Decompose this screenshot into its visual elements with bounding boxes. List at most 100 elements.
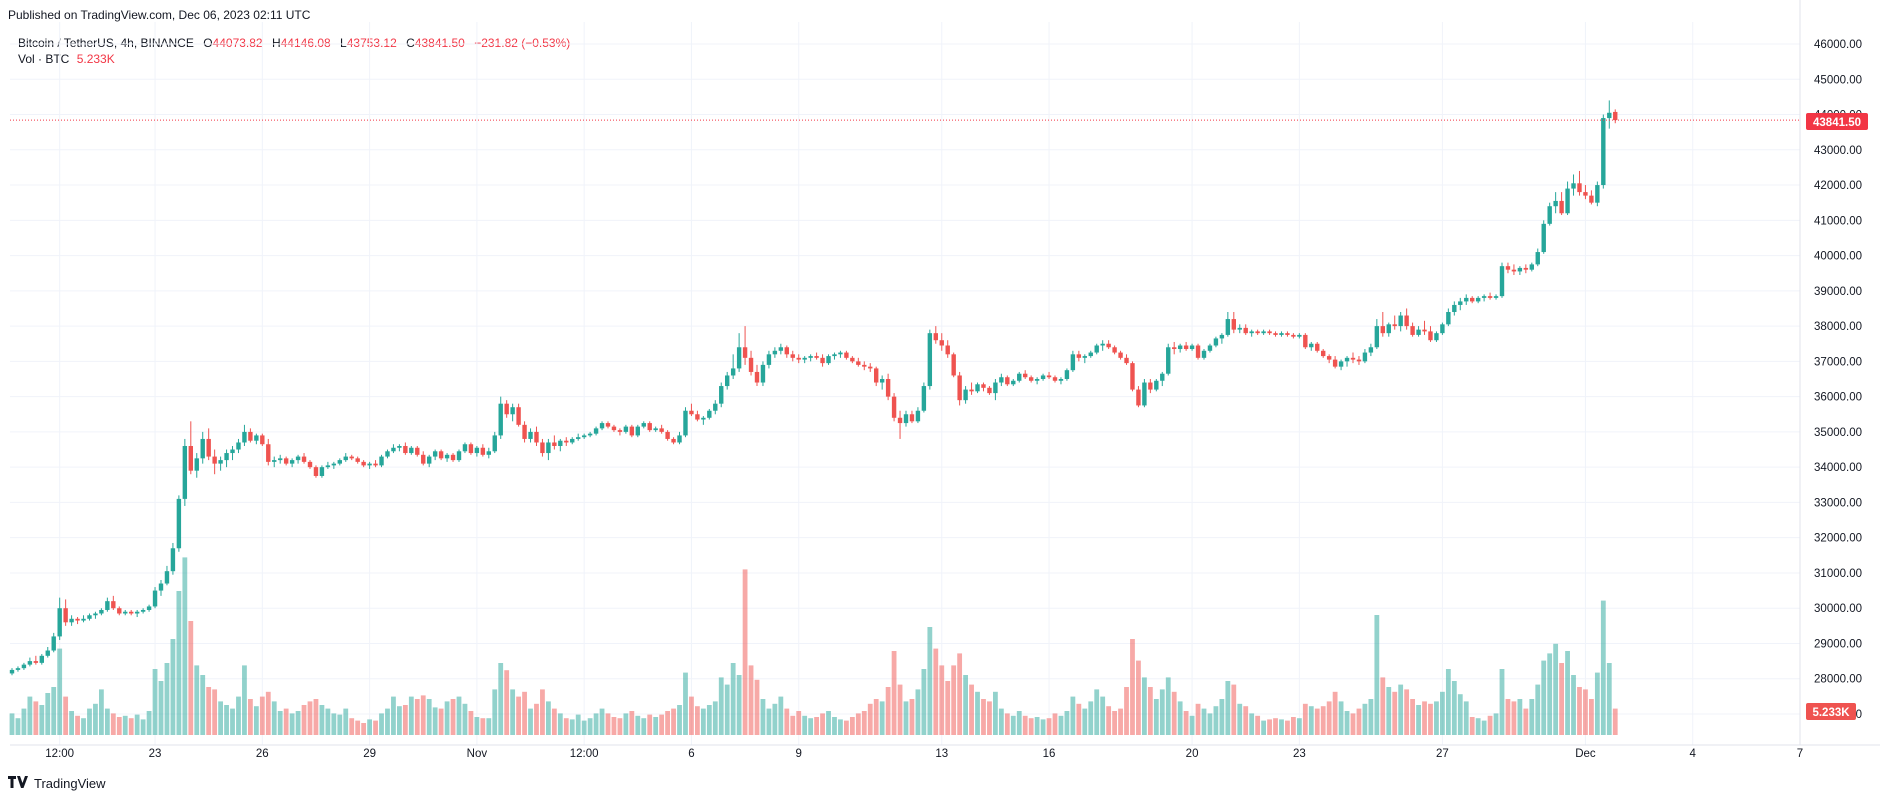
volume-bar — [194, 665, 200, 735]
volume-bar — [1201, 708, 1207, 735]
candle-body — [748, 357, 754, 372]
volume-bar — [861, 711, 867, 735]
high-value: 44146.08 — [280, 36, 331, 50]
last-price-badge-bg — [1806, 113, 1868, 130]
candle-body — [1422, 329, 1427, 332]
candle-body — [1475, 297, 1481, 302]
volume-bar — [444, 701, 450, 735]
volume-bar — [998, 708, 1004, 735]
x-tick-label: 23 — [149, 748, 162, 760]
candle-body — [152, 590, 158, 607]
y-tick-label: 43000.00 — [1814, 145, 1862, 157]
candle-body — [570, 438, 575, 443]
volume-bar — [689, 696, 694, 735]
volume-bar — [51, 687, 57, 735]
volume-bar — [534, 703, 539, 735]
volume-bar — [230, 708, 235, 735]
y-tick-label: 28000.00 — [1814, 674, 1862, 686]
volume-bar — [1559, 663, 1564, 735]
candle-body — [1553, 200, 1558, 207]
volume-bar — [987, 701, 992, 735]
candle-body — [1493, 296, 1499, 298]
candle-body — [379, 456, 384, 466]
candle-body — [75, 618, 80, 621]
candle-body — [1195, 345, 1201, 358]
candle-body — [81, 618, 86, 621]
price-axis: 46000.0045000.0044000.0043000.0042000.00… — [1814, 39, 1862, 721]
volume-bar — [647, 714, 653, 735]
volume-bar — [1505, 699, 1511, 735]
candle-body — [1303, 334, 1308, 348]
close-label: C — [406, 36, 415, 50]
candle-body — [1583, 192, 1588, 196]
candle-body — [707, 410, 712, 418]
candle-body — [1589, 195, 1594, 203]
open-label: O — [203, 36, 213, 50]
volume-bar — [712, 701, 718, 735]
candlesticks — [9, 100, 1618, 676]
volume-bar — [1410, 699, 1415, 735]
candle-body — [105, 601, 110, 610]
volume-bar — [796, 711, 802, 735]
candle-body — [93, 613, 98, 616]
volume-bar — [99, 689, 104, 735]
volume-bar — [563, 718, 569, 735]
candle-body — [87, 615, 92, 619]
volume-bar — [832, 717, 837, 735]
candle-body — [1207, 345, 1213, 351]
candle-body — [278, 458, 283, 461]
volume-bar — [361, 723, 367, 735]
volume-bar — [605, 713, 611, 735]
candle-body — [218, 460, 223, 464]
candle-body — [415, 447, 420, 455]
volume-label[interactable]: Vol · BTC — [18, 52, 70, 66]
candle-body — [665, 431, 670, 439]
candle-body — [754, 371, 760, 383]
volume-bar — [1291, 717, 1296, 735]
candle-body — [1011, 380, 1016, 385]
volume-bar — [289, 713, 295, 735]
volume-bar — [1583, 689, 1588, 735]
candle-body — [623, 426, 629, 432]
volume-bar — [200, 675, 206, 735]
volume-bar — [1159, 689, 1165, 735]
volume-bar — [772, 703, 778, 735]
volume-bar — [653, 717, 659, 735]
candle-body — [1559, 200, 1564, 214]
volume-bar — [259, 696, 265, 735]
tradingview-brand[interactable]: TradingView — [34, 776, 106, 791]
candle-body — [879, 379, 885, 383]
candle-body — [1362, 352, 1368, 362]
candle-body — [891, 396, 897, 418]
volume-bar — [349, 718, 355, 735]
volume-bar — [1511, 701, 1517, 735]
candle-body — [1142, 382, 1147, 406]
x-tick-label: Dec — [1575, 748, 1596, 760]
volume-bar — [480, 718, 486, 735]
close-value: 43841.50 — [414, 36, 465, 50]
candle-body — [212, 456, 217, 464]
volume-bar — [581, 720, 587, 735]
volume-bar — [933, 648, 939, 735]
candle-body — [576, 437, 581, 439]
candle-body — [838, 352, 843, 355]
volume-bar — [700, 708, 706, 735]
candle-body — [1368, 347, 1374, 353]
volume-bar — [790, 715, 796, 735]
candle-body — [587, 433, 593, 436]
volume-bar — [784, 708, 790, 735]
volume-bar — [1481, 720, 1487, 735]
volume-bar — [1249, 713, 1255, 735]
symbol-info[interactable]: Bitcoin / TetherUS, 4h, BINANCE — [18, 36, 194, 50]
last-price-badge: 43841.50 — [1806, 113, 1868, 130]
volume-bar — [1124, 687, 1129, 735]
x-tick-label: Nov — [467, 748, 488, 760]
volume-bar — [1368, 699, 1374, 735]
volume-bar — [122, 715, 128, 735]
candle-body — [659, 428, 664, 432]
candle-body — [1392, 324, 1397, 327]
candle-body — [635, 426, 640, 436]
volume-bar — [855, 713, 861, 735]
volume-bar — [1302, 703, 1308, 735]
